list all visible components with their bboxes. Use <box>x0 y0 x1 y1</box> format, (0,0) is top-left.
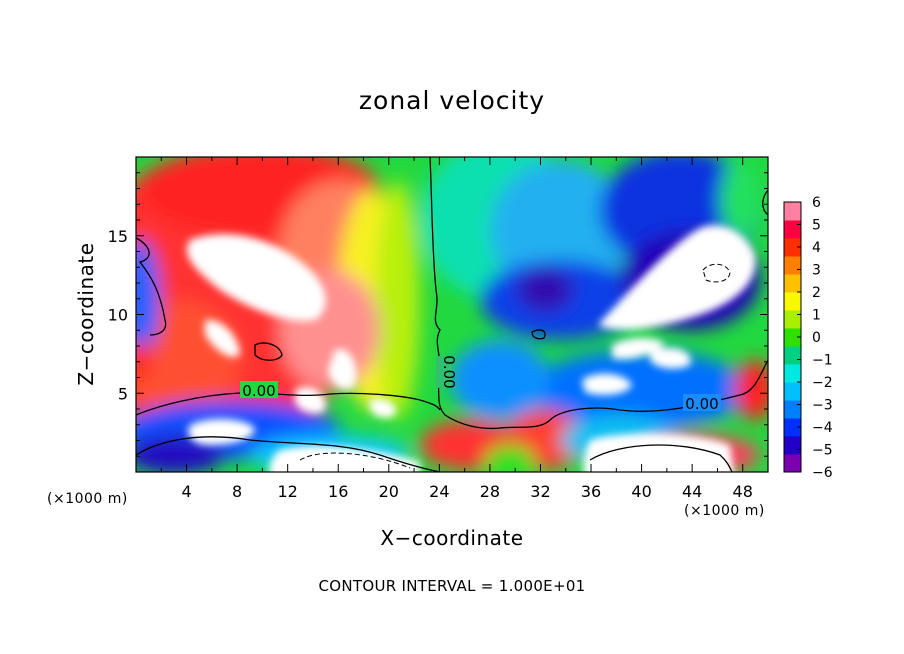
contour-label: 0.00 <box>242 382 275 400</box>
y-axis-ticks: 5 10 15 <box>108 172 768 457</box>
x-tick-label: 48 <box>733 482 753 501</box>
colorbar-segment <box>784 400 801 419</box>
x-tick-label: 20 <box>379 482 399 501</box>
x-axis-ticks: 4 8 12 16 20 24 28 32 36 40 44 48 <box>160 157 753 501</box>
x-tick-label: 8 <box>232 482 242 501</box>
colorbar-tick-label: 1 <box>812 308 821 324</box>
x-axis-label: X−coordinate <box>380 526 524 550</box>
colorbar-tick-label: 2 <box>812 285 821 301</box>
colorbar-segment <box>784 202 801 221</box>
colorbar-segment <box>784 238 801 257</box>
x-tick-label: 40 <box>631 482 651 501</box>
contour-label: 0.00 <box>685 395 718 413</box>
x-tick-label: 16 <box>328 482 348 501</box>
colorbar-segment <box>784 328 801 347</box>
y-tick-label: 5 <box>118 384 128 403</box>
contour-interval-annotation: CONTOUR INTERVAL = 1.000E+01 <box>318 577 586 595</box>
x-tick-label: 28 <box>480 482 500 501</box>
colorbar-tick-label: −6 <box>812 465 833 481</box>
x-tick-label: 44 <box>682 482 702 501</box>
colorbar-tick-label: −3 <box>812 398 833 414</box>
colorbar-tick-label: 0 <box>812 330 821 346</box>
colorbar-segment <box>784 436 801 455</box>
colorbar-segment <box>784 220 801 239</box>
colorbar-segment <box>784 292 801 311</box>
y-tick-label: 15 <box>108 227 128 246</box>
colorbar-tick-label: 3 <box>812 263 821 279</box>
x-axis-right-unit: (×1000 m) <box>684 503 765 519</box>
x-tick-label: 12 <box>278 482 298 501</box>
colorbar-tick-label: −2 <box>812 375 833 391</box>
colorbar-tick-label: −1 <box>812 353 833 369</box>
colorbar-segment <box>784 454 801 473</box>
colorbar-segment <box>784 418 801 437</box>
x-tick-label: 24 <box>429 482 449 501</box>
colorbar-segment <box>784 256 801 275</box>
x-axis-left-unit: (×1000 m) <box>47 491 128 507</box>
x-tick-label: 32 <box>530 482 550 501</box>
colorbar-segment <box>784 364 801 383</box>
x-tick-label: 36 <box>581 482 601 501</box>
colorbar-tick-label: 6 <box>812 195 821 211</box>
colorbar: 6 5 4 3 2 1 0 −1 −2 −3 −4 −5 −6 <box>783 195 833 481</box>
colorbar-segment <box>784 310 801 329</box>
x-tick-label: 4 <box>181 482 191 501</box>
colorbar-segment <box>784 382 801 401</box>
colorbar-tick-label: −4 <box>812 420 833 436</box>
colorbar-tick-label: −5 <box>812 443 833 459</box>
colorbar-tick-label: 4 <box>812 240 821 256</box>
colorbar-segment <box>784 274 801 293</box>
plot-field <box>136 157 768 472</box>
contour-label: 0.00 <box>440 355 458 388</box>
y-tick-label: 10 <box>108 306 128 325</box>
colorbar-segment <box>784 346 801 365</box>
y-axis-label: Z−coordinate <box>74 242 98 386</box>
colorbar-tick-label: 5 <box>812 218 821 234</box>
chart-title: zonal velocity <box>358 86 546 115</box>
